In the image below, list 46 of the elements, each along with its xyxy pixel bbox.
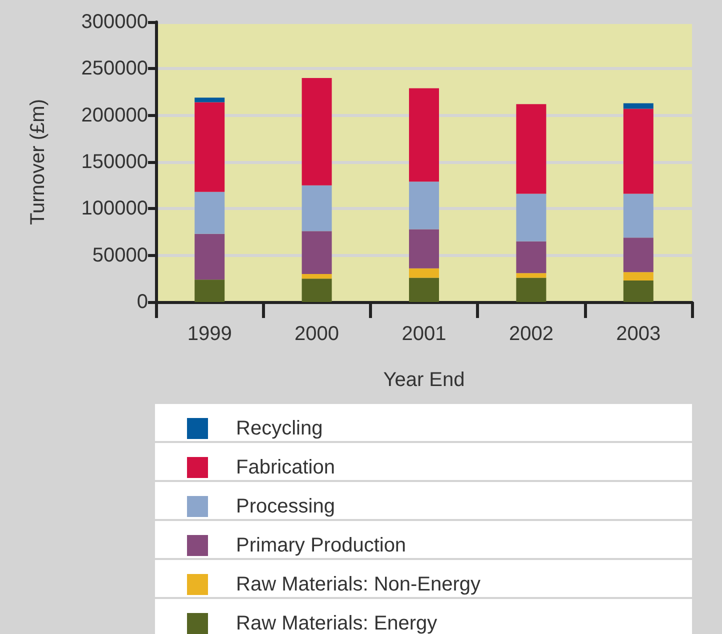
bar	[409, 229, 439, 268]
bar	[623, 272, 654, 281]
legend-label: Recycling	[236, 418, 323, 440]
bar	[623, 194, 654, 238]
bar	[516, 194, 546, 242]
y-tick-label: 200000	[81, 104, 148, 126]
bar	[194, 98, 225, 102]
bar	[623, 103, 654, 109]
bar	[516, 104, 546, 194]
bar	[194, 192, 225, 234]
bar	[409, 268, 439, 278]
y-tick-label: 250000	[81, 58, 148, 80]
legend-label: Primary Production	[236, 534, 406, 556]
bar	[302, 278, 332, 302]
legend-label: Raw Materials: Energy	[236, 612, 438, 634]
legend-label: Processing	[236, 496, 335, 518]
x-tick-label: 2003	[616, 323, 661, 345]
legend-label: Raw Materials: Non-Energy	[236, 574, 481, 596]
bar	[516, 273, 546, 278]
bar	[409, 88, 439, 182]
y-axis-title: Turnover (£m)	[27, 99, 49, 225]
x-tick-label: 2001	[402, 323, 446, 345]
x-tick-label: 2000	[294, 323, 340, 345]
y-tick-label: 300000	[81, 11, 148, 33]
bar	[516, 278, 546, 302]
bar	[194, 280, 225, 302]
bar	[302, 231, 332, 274]
bar	[623, 280, 654, 302]
x-axis-title: Year End	[383, 369, 465, 391]
bar	[302, 185, 332, 232]
x-tick-label: 2002	[508, 323, 554, 345]
y-tick-label: 100000	[81, 198, 148, 220]
bar	[516, 241, 546, 274]
bar	[302, 274, 332, 279]
legend-label: Fabrication	[236, 456, 335, 478]
bar	[409, 182, 439, 230]
y-tick-label: 150000	[81, 151, 148, 173]
bar	[194, 102, 225, 192]
y-tick-label: 0	[136, 291, 148, 313]
bar	[623, 238, 654, 272]
y-tick-label: 50000	[92, 244, 148, 266]
bar	[302, 78, 332, 186]
x-tick-label: 1999	[187, 323, 232, 345]
bar	[409, 278, 439, 302]
bar	[623, 108, 654, 194]
bar	[194, 234, 225, 280]
